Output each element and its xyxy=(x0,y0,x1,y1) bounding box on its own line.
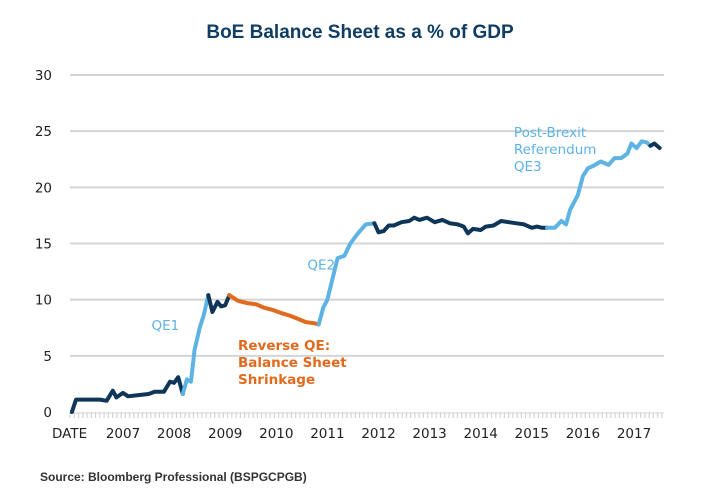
series-line-reverse xyxy=(227,293,321,327)
annotation-line: QE1 xyxy=(151,318,179,334)
series-line-qe xyxy=(545,139,653,230)
x-tick-label: 2007 xyxy=(106,426,140,442)
x-tick-label: DATE xyxy=(52,426,87,442)
annotation-line: Balance Sheet xyxy=(238,355,347,371)
annotation-line: QE2 xyxy=(307,257,335,273)
x-tick-label: 2016 xyxy=(566,426,600,442)
series-line-qe xyxy=(180,293,211,396)
x-tick-label: 2009 xyxy=(208,426,242,442)
annotation-line: QE3 xyxy=(514,159,542,175)
y-axis: 0 5 10 15 20 25 30 xyxy=(35,68,52,421)
series-line-qe xyxy=(316,221,377,327)
x-tick-label: 2014 xyxy=(464,426,498,442)
source-note: Source: Bloomberg Professional (BSPGCPGB… xyxy=(40,470,307,484)
annotation-line: Post-Brexit xyxy=(514,125,586,141)
x-tick-label: 2010 xyxy=(259,426,293,442)
annotation-line: Referendum xyxy=(514,142,597,158)
y-tick-label: 10 xyxy=(35,293,52,309)
y-tick-label: 15 xyxy=(35,237,52,253)
x-axis: DATE 2007 2008 2009 2010 2011 2012 2013 2014 2015… xyxy=(52,412,664,442)
y-tick-label: 0 xyxy=(43,405,52,421)
series-line-base xyxy=(372,215,550,236)
y-tick-label: 5 xyxy=(43,349,52,365)
series-line-base xyxy=(69,375,185,414)
chart-title: BoE Balance Sheet as a % of GDP xyxy=(206,22,514,43)
y-tick-label: 20 xyxy=(35,180,52,196)
x-tick-label: 2017 xyxy=(617,426,651,442)
series-line-base xyxy=(206,293,232,314)
series-line-base xyxy=(648,141,662,150)
series-lines xyxy=(69,139,662,414)
annotation-label: QE1 xyxy=(151,318,179,334)
annotation-line: Shrinkage xyxy=(238,372,315,388)
grid-lines xyxy=(70,74,664,357)
x-tick-label: 2012 xyxy=(361,426,395,442)
annotation-line: Reverse QE: xyxy=(238,338,330,354)
y-tick-label: 30 xyxy=(35,68,52,84)
x-tick-label: 2015 xyxy=(515,426,549,442)
y-tick-label: 25 xyxy=(35,124,52,140)
x-tick-label: 2011 xyxy=(310,426,344,442)
x-tick-label: 2013 xyxy=(412,426,446,442)
x-tick-label: 2008 xyxy=(157,426,191,442)
annotation-label: QE2 xyxy=(307,257,335,273)
